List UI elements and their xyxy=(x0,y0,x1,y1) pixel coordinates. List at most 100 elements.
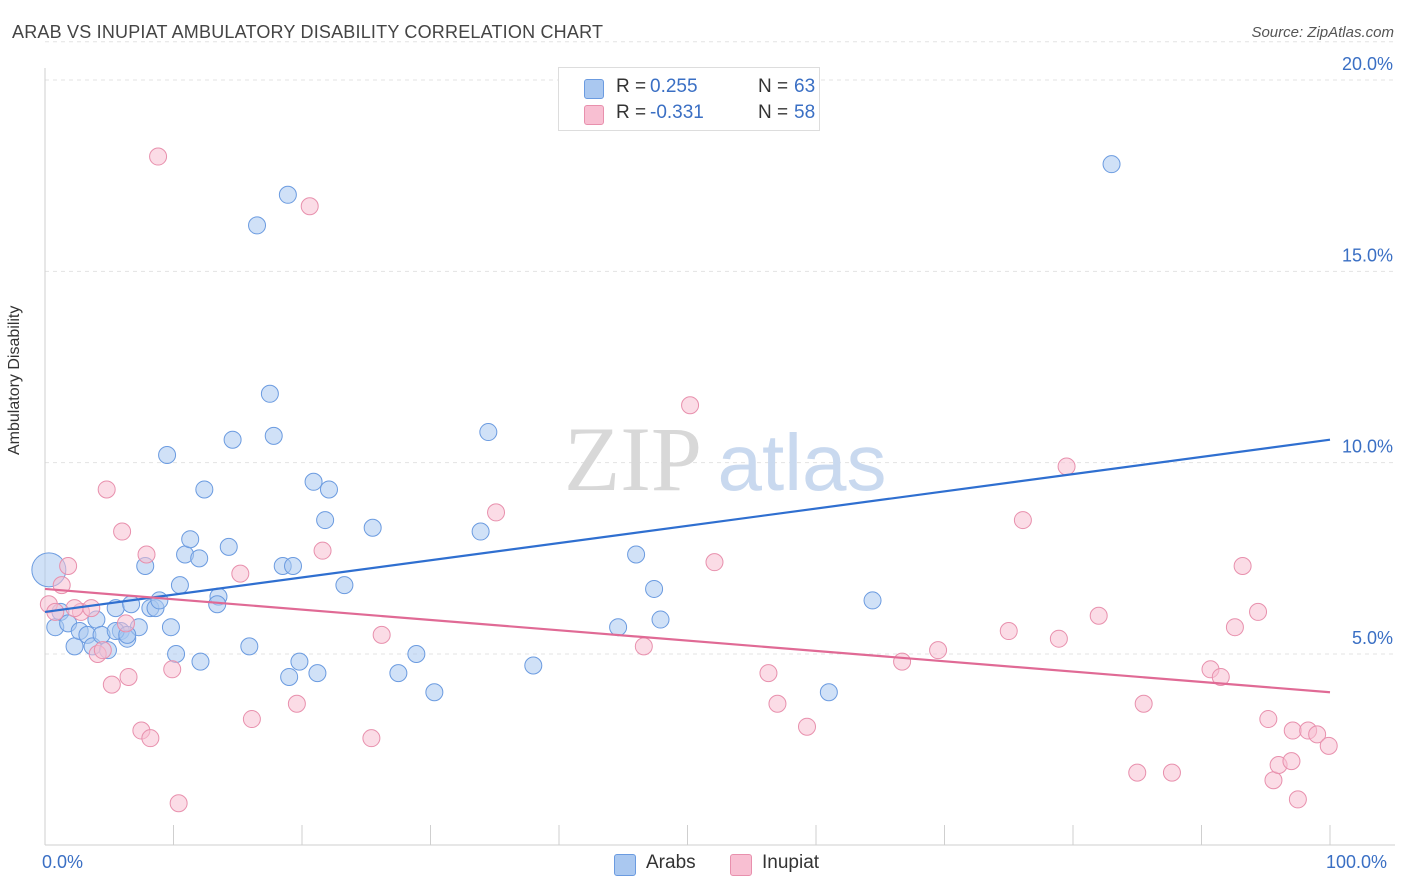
point-inupiat-36 xyxy=(1013,511,1032,530)
point-inupiat-30 xyxy=(759,664,778,683)
point-inupiat-25 xyxy=(372,625,391,644)
watermark: ZIP atlas xyxy=(564,408,886,510)
point-inupiat-18 xyxy=(169,794,188,813)
axes xyxy=(44,68,1395,846)
point-arabs-20 xyxy=(158,446,177,465)
point-arabs-49 xyxy=(407,645,426,663)
point-inupiat-35 xyxy=(999,622,1018,641)
stats-n-value: 63 xyxy=(794,76,816,97)
point-arabs-60 xyxy=(1102,155,1121,174)
point-arabs-14 xyxy=(122,595,141,614)
point-arabs-22 xyxy=(167,645,186,663)
chart-source: Source: ZipAtlas.com xyxy=(1251,24,1394,41)
point-arabs-46 xyxy=(335,576,354,595)
point-inupiat-49 xyxy=(1264,771,1283,790)
point-inupiat-9 xyxy=(102,675,121,694)
point-inupiat-52 xyxy=(1283,721,1302,740)
point-arabs-51 xyxy=(471,522,490,541)
point-arabs-28 xyxy=(191,652,210,671)
point-arabs-56 xyxy=(645,579,664,598)
point-arabs-45 xyxy=(319,480,338,499)
point-arabs-32 xyxy=(223,430,242,449)
point-arabs-38 xyxy=(278,185,297,204)
stats-r-label: R = xyxy=(616,102,647,123)
point-arabs-53 xyxy=(524,656,543,675)
point-arabs-31 xyxy=(219,537,238,556)
point-inupiat-31 xyxy=(768,694,787,713)
point-inupiat-23 xyxy=(313,541,332,560)
point-inupiat-29 xyxy=(705,553,724,572)
point-inupiat-51 xyxy=(1282,752,1301,771)
point-arabs-55 xyxy=(627,545,646,564)
y-tick-label-2: 15.0% xyxy=(1342,245,1393,265)
stats-swatch-arabs xyxy=(584,79,604,99)
y-axis-label: Ambulatory Disability xyxy=(6,305,23,455)
point-inupiat-33 xyxy=(893,652,912,671)
legend-swatch-arabs xyxy=(614,854,636,876)
watermark-zip: ZIP xyxy=(564,408,702,510)
stats-n-value: 58 xyxy=(794,102,816,123)
point-inupiat-15 xyxy=(141,729,160,748)
y-tick-label-3: 20.0% xyxy=(1342,54,1393,74)
point-arabs-34 xyxy=(248,216,267,235)
point-inupiat-41 xyxy=(1134,694,1153,713)
point-inupiat-12 xyxy=(119,667,138,686)
point-inupiat-20 xyxy=(242,710,261,729)
legend-swatch-inupiat xyxy=(730,854,752,876)
point-arabs-21 xyxy=(161,618,180,637)
point-arabs-47 xyxy=(363,518,382,537)
point-inupiat-40 xyxy=(1128,763,1147,782)
point-arabs-59 xyxy=(863,591,882,610)
point-inupiat-24 xyxy=(362,729,381,748)
point-arabs-54 xyxy=(609,618,628,637)
point-arabs-42 xyxy=(304,472,323,491)
point-arabs-39 xyxy=(280,667,299,686)
point-arabs-57 xyxy=(651,610,670,629)
point-inupiat-17 xyxy=(163,660,182,679)
stats-box: R = 0.255 N = 63 R = -0.331 N = 58 xyxy=(558,67,820,131)
point-inupiat-11 xyxy=(116,614,135,633)
point-inupiat-19 xyxy=(231,564,250,583)
point-inupiat-53 xyxy=(1288,790,1307,809)
point-inupiat-56 xyxy=(1319,736,1338,755)
point-inupiat-5 xyxy=(82,599,101,618)
point-arabs-43 xyxy=(308,664,327,683)
point-inupiat-10 xyxy=(113,522,132,541)
chart-title: ARAB VS INUPIAT AMBULATORY DISABILITY CO… xyxy=(12,22,604,42)
stats-r-value: -0.331 xyxy=(650,102,704,123)
point-arabs-36 xyxy=(264,426,283,445)
legend-label-arabs: Arabs xyxy=(646,852,696,873)
point-inupiat-3 xyxy=(59,556,78,575)
point-arabs-52 xyxy=(479,423,498,442)
x-tick-label-max: 100.0% xyxy=(1326,852,1388,872)
point-inupiat-7 xyxy=(93,641,112,660)
point-arabs-33 xyxy=(240,637,259,656)
point-inupiat-14 xyxy=(137,545,156,564)
point-inupiat-28 xyxy=(681,396,700,415)
y-tick-labels: 5.0% 10.0% 15.0% 20.0% xyxy=(1342,54,1393,648)
stats-n-label: N = xyxy=(758,76,789,97)
stats-r-value: 0.255 xyxy=(650,76,698,97)
point-inupiat-37 xyxy=(1049,629,1068,648)
point-arabs-35 xyxy=(260,384,279,403)
point-inupiat-47 xyxy=(1249,602,1268,621)
data-points xyxy=(31,147,1338,813)
point-arabs-19 xyxy=(150,591,169,610)
y-tick-label-1: 10.0% xyxy=(1342,437,1393,457)
trend-line-inupiat xyxy=(44,587,1331,694)
point-arabs-27 xyxy=(195,480,214,499)
point-arabs-40 xyxy=(284,556,303,575)
point-arabs-44 xyxy=(316,511,335,530)
point-inupiat-8 xyxy=(97,480,116,499)
point-inupiat-34 xyxy=(929,641,948,660)
point-arabs-23 xyxy=(170,576,189,595)
point-inupiat-26 xyxy=(487,503,506,522)
trend-line-arabs xyxy=(44,438,1331,613)
point-inupiat-22 xyxy=(300,197,319,216)
point-arabs-50 xyxy=(425,683,444,702)
point-arabs-26 xyxy=(190,549,209,568)
point-inupiat-42 xyxy=(1162,763,1181,782)
trend-lines xyxy=(44,438,1331,694)
point-inupiat-46 xyxy=(1233,556,1252,575)
